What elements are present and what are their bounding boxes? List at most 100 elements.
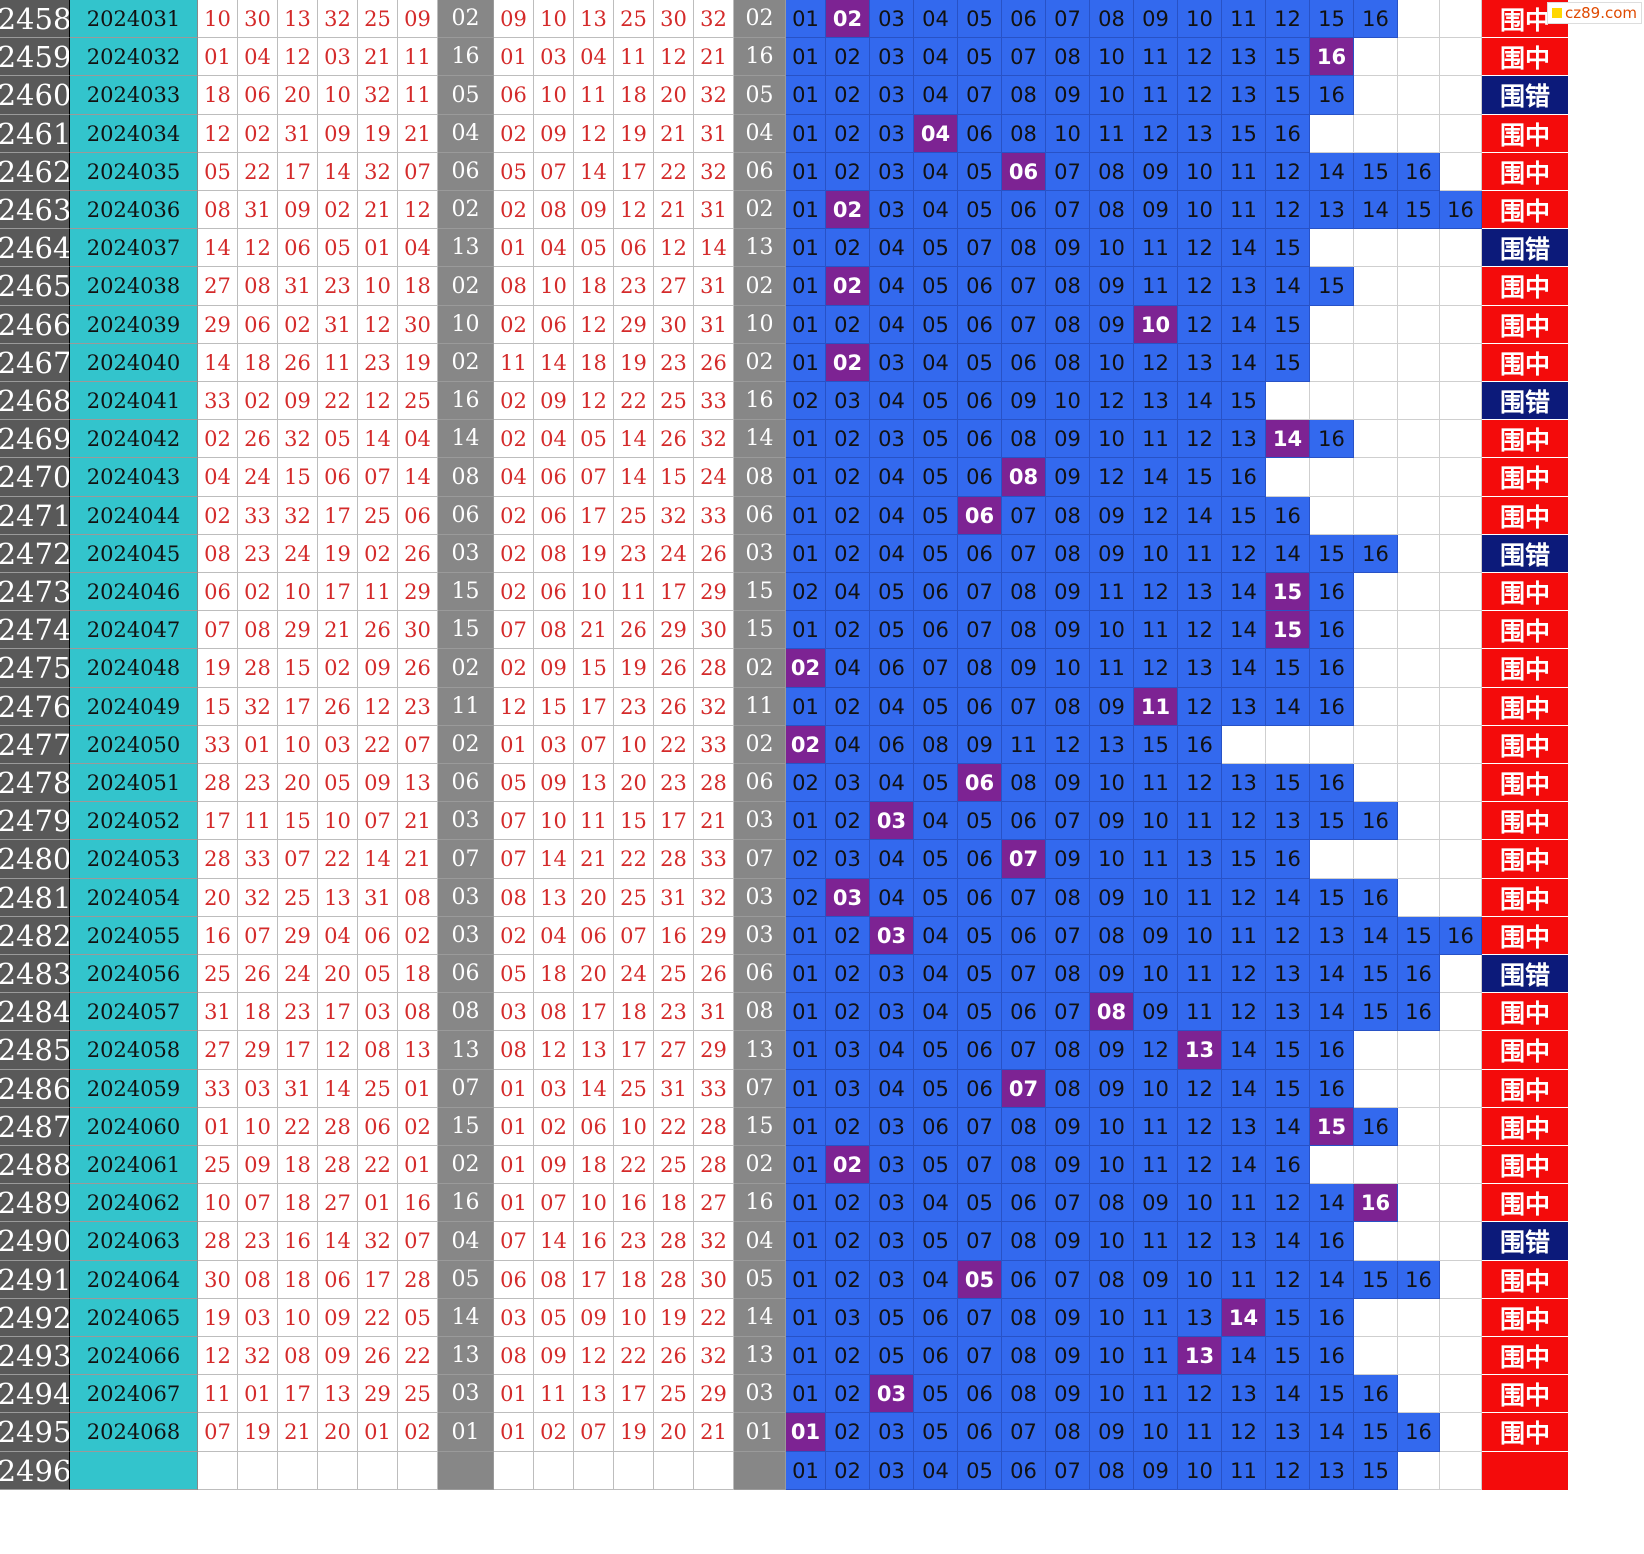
- draw-number: 26: [398, 649, 438, 688]
- pick-number: 06: [914, 611, 958, 649]
- pick-number: 01: [786, 1108, 826, 1146]
- pick-number: 09: [1134, 191, 1178, 229]
- pick-number: 15: [1354, 1452, 1398, 1490]
- pick-number: 12: [1134, 344, 1178, 382]
- pick-number: 14: [1222, 573, 1266, 611]
- pick-number: 16: [1310, 611, 1354, 649]
- sorted-draw-number: 25: [654, 1146, 694, 1184]
- draw-number: 17: [198, 802, 238, 840]
- pick-number: 15: [1266, 1031, 1310, 1070]
- draw-number: 02: [278, 306, 318, 344]
- pick-number-hit: 06: [958, 764, 1002, 802]
- sorted-draw-number: 05: [574, 420, 614, 458]
- pick-number: 13: [1222, 1222, 1266, 1261]
- pick-number-hit: 16: [1310, 38, 1354, 76]
- pick-number-hit: 11: [1134, 688, 1178, 726]
- pick-number: 08: [1002, 611, 1046, 649]
- pick-number: 10: [1090, 1337, 1134, 1375]
- draw-number: 14: [358, 420, 398, 458]
- pick-number: 12: [1222, 535, 1266, 573]
- draw-number: 33: [198, 1070, 238, 1108]
- draw-number: 26: [238, 420, 278, 458]
- draw-number: 06: [358, 917, 398, 955]
- pick-number: 05: [914, 458, 958, 497]
- pick-number: 09: [1046, 1146, 1090, 1184]
- sorted-draw-number: 32: [694, 0, 734, 38]
- pick-number: 01: [786, 38, 826, 76]
- pick-number: 02: [786, 573, 826, 611]
- sorted-draw-number: 28: [694, 764, 734, 802]
- pick-number: 01: [786, 688, 826, 726]
- draw-number: 32: [358, 153, 398, 191]
- pick-number: 11: [1134, 1108, 1178, 1146]
- pick-number: 03: [826, 764, 870, 802]
- pick-number: 10: [1046, 382, 1090, 420]
- draw-number: 05: [358, 955, 398, 993]
- pick-empty: [1354, 1146, 1398, 1184]
- draw-number: 22: [358, 1299, 398, 1337]
- pick-number: 10: [1090, 1222, 1134, 1261]
- pick-number-hit: 06: [1002, 153, 1046, 191]
- pick-empty: [1440, 497, 1482, 535]
- pick-number: 05: [958, 344, 1002, 382]
- pick-number-hit: 07: [1002, 840, 1046, 879]
- sorted-draw-number: [534, 1452, 574, 1490]
- pick-number: 16: [1398, 1261, 1440, 1299]
- pick-number: 08: [1002, 115, 1046, 153]
- pick-number: 16: [1398, 1413, 1440, 1452]
- draw-number: 01: [198, 38, 238, 76]
- key-number-repeat: 02: [734, 0, 786, 38]
- sorted-draw-number: 19: [614, 115, 654, 153]
- sorted-draw-number: 07: [614, 917, 654, 955]
- draw-number: 28: [318, 1108, 358, 1146]
- draw-number: 17: [278, 1375, 318, 1413]
- sorted-draw-number: 12: [614, 191, 654, 229]
- pick-number: 01: [786, 229, 826, 267]
- pick-number: 02: [826, 76, 870, 115]
- pick-empty: [1398, 306, 1440, 344]
- result-badge: 围错: [1482, 229, 1568, 267]
- pick-number: 06: [958, 1413, 1002, 1452]
- sorted-draw-number: 08: [534, 611, 574, 649]
- period-number: 2024050: [70, 726, 198, 764]
- sorted-draw-number: 29: [694, 1031, 734, 1070]
- pick-number: 09: [1134, 1261, 1178, 1299]
- pick-number-hit: 13: [1178, 1337, 1222, 1375]
- pick-empty: [1398, 1299, 1440, 1337]
- pick-number: 05: [914, 1070, 958, 1108]
- pick-number: 02: [826, 1261, 870, 1299]
- pick-number: 07: [1002, 955, 1046, 993]
- draw-number: 33: [198, 382, 238, 420]
- pick-number: 03: [870, 420, 914, 458]
- sorted-draw-number: 26: [694, 535, 734, 573]
- pick-number: 04: [914, 1184, 958, 1222]
- pick-empty: [1440, 344, 1482, 382]
- sorted-draw-number: 14: [534, 840, 574, 879]
- draw-number: 08: [238, 611, 278, 649]
- sorted-draw-number: 19: [574, 535, 614, 573]
- pick-empty: [1354, 840, 1398, 879]
- pick-number: 02: [826, 993, 870, 1031]
- pick-number: 08: [1046, 535, 1090, 573]
- pick-number: 10: [1090, 1146, 1134, 1184]
- pick-number: 06: [958, 458, 1002, 497]
- draw-number: 04: [318, 917, 358, 955]
- draw-number: 28: [198, 840, 238, 879]
- pick-empty: [1440, 1031, 1482, 1070]
- pick-number: 13: [1178, 344, 1222, 382]
- pick-empty: [1354, 688, 1398, 726]
- pick-number: 15: [1310, 1375, 1354, 1413]
- pick-number: 13: [1222, 688, 1266, 726]
- draw-number: 10: [278, 1299, 318, 1337]
- draw-number: 31: [278, 115, 318, 153]
- draw-number: 11: [198, 1375, 238, 1413]
- pick-number: 07: [1002, 1413, 1046, 1452]
- draw-number: 32: [358, 1222, 398, 1261]
- pick-empty: [1398, 649, 1440, 688]
- key-number-repeat: 13: [734, 1031, 786, 1070]
- result-badge: 围中: [1482, 573, 1568, 611]
- sorted-draw-number: 07: [534, 153, 574, 191]
- draw-number: 30: [398, 611, 438, 649]
- pick-number: 10: [1134, 802, 1178, 840]
- pick-number: 09: [1002, 382, 1046, 420]
